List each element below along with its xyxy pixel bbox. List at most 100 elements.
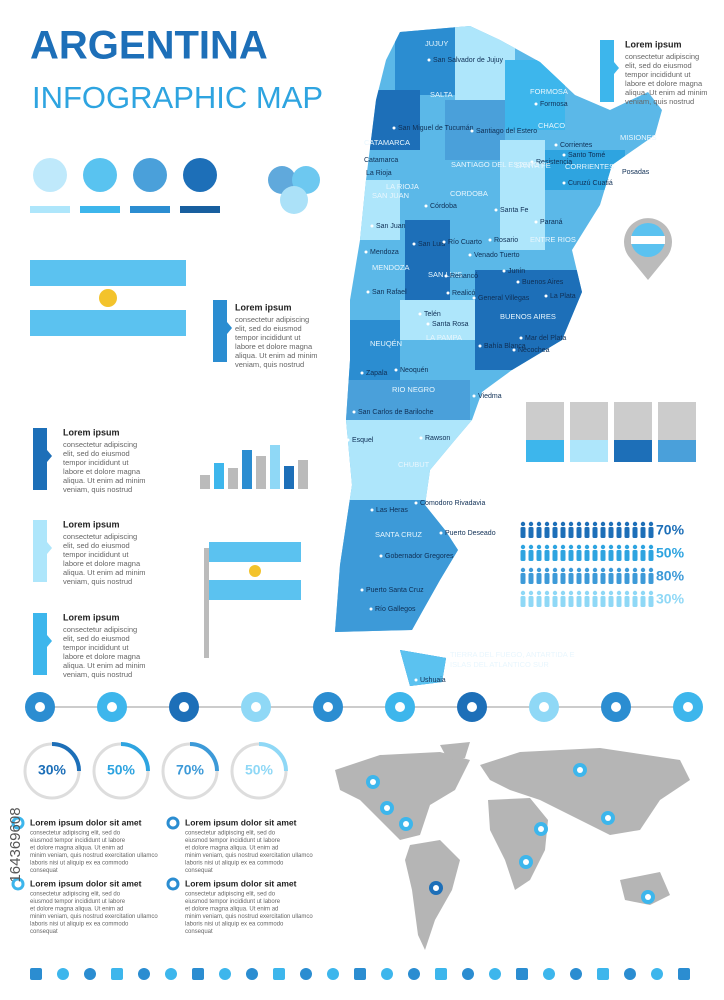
person-head	[592, 521, 598, 527]
province-label: LA PAMPA	[426, 333, 462, 342]
person-head	[632, 567, 638, 573]
province-label: BUENOS AIRES	[500, 312, 556, 321]
person-body	[544, 596, 550, 607]
city-dot	[424, 204, 428, 208]
city-label: Mar del Plata	[525, 335, 566, 342]
block-text: tempor incididunt ut	[63, 550, 129, 559]
small-icon	[300, 968, 312, 980]
block-text: et dolore magna aliqua. Ut enim ad	[30, 907, 123, 913]
block-text: aliqua. Ut enim ad minim	[235, 351, 318, 360]
province-label: NEUQÉN	[370, 339, 402, 348]
small-icon	[570, 968, 582, 980]
city-label: San Carlos de Bariloche	[358, 409, 434, 416]
person-body	[536, 527, 542, 538]
province-label: ISLAS DEL ATLANTICO SUR	[450, 660, 549, 669]
pin-dot	[538, 826, 544, 832]
city-label: Curuzú Cuatiá	[568, 180, 613, 187]
person-head	[576, 544, 582, 550]
person-head	[632, 590, 638, 596]
gauge-arc	[189, 742, 219, 772]
city-dot	[502, 269, 506, 273]
flag-on-pole	[204, 542, 301, 658]
block-title: Lorem ipsum	[235, 302, 292, 312]
block-text: aliqua. Ut enim ad minim	[63, 476, 146, 485]
person-body	[600, 527, 606, 538]
city-label: Rawson	[425, 435, 450, 442]
province-label: TIERRA DEL FUEGO, ANTARTIDA E	[450, 650, 574, 659]
person-body	[576, 596, 582, 607]
person-body	[608, 573, 614, 584]
city-label: Telén	[424, 311, 441, 318]
province-label: SAN LUIS	[428, 270, 462, 279]
pin-dot	[433, 885, 439, 891]
block-text: labore et dolore magna	[625, 79, 703, 88]
person-head	[568, 521, 574, 527]
block-text: minim veniam, quis nostrud exercitation …	[30, 853, 158, 859]
city-dot	[352, 410, 356, 414]
city-label: Necochea	[518, 347, 550, 354]
person-head	[520, 590, 526, 596]
person-head	[520, 521, 526, 527]
pin-dot	[523, 859, 529, 865]
small-icon	[489, 968, 501, 980]
person-head	[560, 567, 566, 573]
person-body	[632, 573, 638, 584]
city-dot	[534, 102, 538, 106]
block-title: Lorem ipsum	[63, 612, 120, 622]
small-icon	[516, 968, 528, 980]
person-body	[560, 527, 566, 538]
city-label: Las Heras	[376, 507, 408, 514]
province-label: SAN JUAN	[372, 191, 409, 200]
city-label: Corrientes	[560, 142, 593, 149]
province-label: CATAMARCA	[364, 138, 410, 147]
block-text: consectetur adipiscing elit, sed do	[30, 831, 121, 837]
bullet	[166, 877, 180, 891]
block-text: laboris nisi ut aliquip ex ea commodo	[30, 861, 129, 867]
block-text: laboris nisi ut aliquip ex ea commodo	[185, 861, 284, 867]
bullet	[11, 816, 25, 830]
person-body	[640, 596, 646, 607]
city-dot	[472, 394, 476, 398]
city-label: Puerto Santa Cruz	[366, 587, 424, 594]
block-text: tempor incididunt ut	[63, 458, 129, 467]
city-label: Resistencia	[536, 159, 572, 166]
city-dot	[370, 508, 374, 512]
block-text: consectetur adipiscing	[63, 625, 137, 634]
block-text: elit, sed do eiusmod	[63, 634, 130, 643]
person-head	[600, 590, 606, 596]
person-head	[584, 544, 590, 550]
person-head	[648, 590, 654, 596]
person-head	[584, 590, 590, 596]
person-body	[584, 596, 590, 607]
icon-glyph	[611, 702, 621, 712]
person-head	[552, 544, 558, 550]
person-body	[520, 596, 526, 607]
block-text: tempor incididunt ut	[625, 70, 691, 79]
small-icon	[543, 968, 555, 980]
person-head	[592, 544, 598, 550]
block-text: consectetur adipiscing elit, sed do	[185, 892, 276, 898]
block-text: laboris nisi ut aliquip ex ea commodo	[185, 922, 284, 928]
person-body	[560, 573, 566, 584]
province-label: LA RIOJA	[386, 182, 419, 191]
block-title: Lorem ipsum	[63, 427, 120, 437]
small-icon	[435, 968, 447, 980]
province-label: SANTA FE	[515, 161, 551, 170]
city-label: San Juan	[376, 223, 406, 230]
person-body	[584, 550, 590, 561]
gauge-label: 30%	[38, 762, 67, 778]
city-label: Formosa	[540, 101, 568, 108]
block-text: tempor incididunt ut	[63, 643, 129, 652]
province-label: FORMOSA	[530, 87, 568, 96]
person-head	[568, 544, 574, 550]
block-title: Lorem ipsum dolor sit amet	[30, 817, 142, 827]
small-icon	[624, 968, 636, 980]
province-label: MENDOZA	[372, 263, 410, 272]
person-head	[632, 544, 638, 550]
city-dot	[494, 208, 498, 212]
mini-bars	[200, 445, 308, 489]
city-label: Río Gallegos	[375, 606, 416, 613]
person-head	[568, 567, 574, 573]
city-dot	[369, 607, 373, 611]
person-head	[648, 544, 654, 550]
